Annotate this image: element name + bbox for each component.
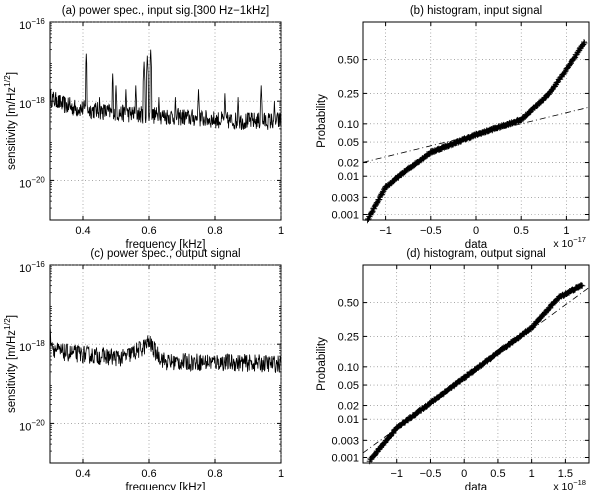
chart-panel-d: −1 −0.5 0 0.5 1 1.5 0.001 0.003 0.010.02 0.05 0.10…	[316, 248, 590, 490]
y-tick-label-exp: −20	[31, 175, 45, 184]
x-tick-label: 0.5	[514, 225, 529, 237]
x-axis-label: frequency [kHz]	[126, 482, 206, 490]
x-tick-label: 1	[563, 225, 569, 237]
y-tick-label: 0.05	[338, 380, 359, 392]
x-multiplier: x 10−17	[553, 235, 586, 250]
y-axis-label-exp: 1/2	[2, 75, 12, 87]
x-tick-label: 0.4	[75, 468, 90, 480]
x-multiplier: x 10−18	[553, 478, 586, 490]
chart-title: (b) histogram, input signal	[410, 5, 542, 17]
spectrum-line	[49, 325, 282, 373]
y-tick-label: 0.05	[338, 137, 359, 149]
y-axis-label-close: ]	[6, 315, 18, 318]
y-tick-label: 0.01	[338, 414, 359, 426]
chart-panel-b: −1 −0.5 0 0.5 1 0.001 0.003 0.010.02 0.05 0.10 0.2…	[316, 5, 590, 251]
x-tick-label: 0.6	[141, 225, 156, 237]
x-multiplier-base: x 10	[553, 238, 573, 250]
x-tick-label: 1	[529, 468, 535, 480]
y-tick-label: 0.001	[331, 452, 359, 464]
y-tick-label: 0.02	[338, 158, 359, 170]
x-tick-label: −0.5	[420, 468, 442, 480]
y-tick-label-exp: −18	[31, 96, 45, 105]
y-tick-label-exp: −16	[31, 17, 45, 26]
y-tick-label-exp: −20	[31, 418, 45, 427]
y-tick-label-exp: −16	[31, 260, 45, 269]
y-tick-label: 10−20	[19, 418, 45, 433]
x-tick-label: 0.8	[207, 468, 222, 480]
x-tick-label: 1.5	[558, 468, 573, 480]
plot-area	[362, 264, 590, 464]
y-tick-label: 0.001	[331, 209, 359, 221]
x-tick-label: −1	[379, 225, 392, 237]
y-tick-label: 10−20	[19, 175, 45, 190]
y-axis-label: Probability	[316, 94, 328, 148]
y-axis-label-base: sensitivity [m/Hz	[6, 330, 18, 413]
y-tick-label: 0.003	[331, 192, 359, 204]
x-tick-label: 0	[461, 468, 467, 480]
y-tick-label-exp: −18	[31, 339, 45, 348]
x-tick-label: 0	[473, 225, 479, 237]
x-tick-label: 1	[278, 225, 284, 237]
y-tick-label-base: 10	[19, 342, 31, 354]
y-tick-label: 0.01	[338, 171, 359, 183]
x-tick-label: 0.4	[75, 225, 90, 237]
spectrum-line	[49, 49, 282, 130]
y-tick-label: 0.25	[338, 88, 359, 100]
x-tick-label: 1	[278, 468, 284, 480]
x-axis-label: frequency [kHz]	[126, 239, 206, 251]
y-tick-label-base: 10	[19, 20, 31, 32]
chart-title: (c) power spec., output signal	[90, 248, 240, 260]
y-axis-label: sensitivity [m/Hz1/2]	[2, 315, 18, 413]
y-tick-label: 0.003	[331, 435, 359, 447]
y-tick-label: 0.10	[338, 362, 359, 374]
x-tick-label: 0.8	[207, 225, 222, 237]
x-tick-label: 0.6	[141, 468, 156, 480]
y-tick-label: 0.10	[338, 119, 359, 131]
x-tick-label: −0.5	[420, 225, 442, 237]
y-tick-label: 0.02	[338, 401, 359, 413]
y-tick-label: 0.50	[338, 298, 359, 310]
y-tick-label-base: 10	[19, 263, 31, 275]
chart-title: (a) power spec., input sig.[300 Hz−1kHz]	[62, 5, 269, 17]
chart-title: (d) histogram, output signal	[406, 248, 545, 260]
y-tick-label: 0.50	[338, 55, 359, 67]
x-axis-label: data	[465, 482, 488, 490]
y-tick-label: 10−18	[19, 96, 45, 111]
x-multiplier-exp: −17	[573, 235, 586, 244]
y-axis-label-close: ]	[6, 72, 18, 75]
x-multiplier-base: x 10	[553, 481, 573, 490]
y-tick-label: 10−18	[19, 339, 45, 354]
y-tick-label: 10−16	[19, 17, 45, 32]
y-axis-label: sensitivity [m/Hz1/2]	[2, 72, 18, 170]
y-axis-label-base: sensitivity [m/Hz	[6, 87, 18, 170]
data-markers	[366, 282, 586, 465]
y-tick-label-base: 10	[19, 421, 31, 433]
y-axis-label: Probability	[316, 337, 328, 391]
y-axis-label-exp: 1/2	[2, 318, 12, 330]
y-tick-label-base: 10	[19, 99, 31, 111]
x-tick-label: −1	[390, 468, 403, 480]
x-multiplier-exp: −18	[573, 478, 586, 487]
x-axis-label: data	[465, 239, 488, 251]
y-tick-label: 0.25	[338, 331, 359, 343]
y-tick-label-base: 10	[19, 178, 31, 190]
data-markers	[364, 39, 588, 224]
y-tick-label: 10−16	[19, 260, 45, 275]
x-tick-label: 0.5	[490, 468, 505, 480]
